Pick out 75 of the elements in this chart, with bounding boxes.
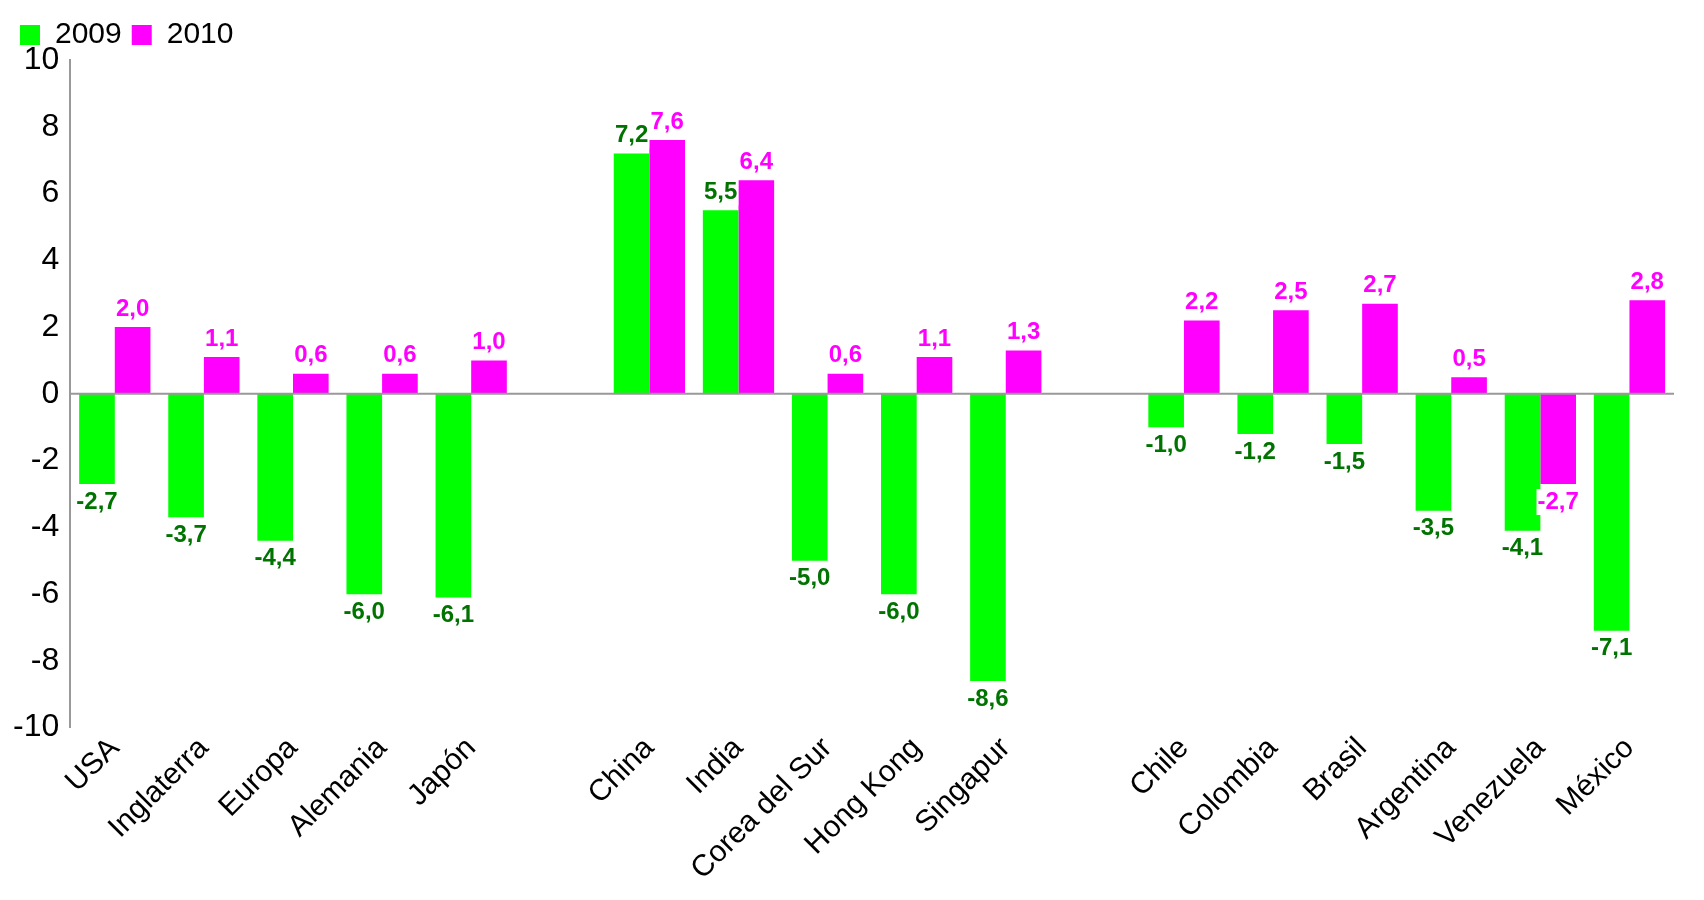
bar [1005,350,1042,394]
legend-label: 2010 [166,16,234,50]
bar [471,360,507,394]
y-tick-label: -4 [30,507,60,544]
data-label: -8,6 [967,683,1009,711]
data-label: 1,1 [917,323,952,351]
bar [613,153,650,394]
bar [382,373,418,394]
data-label: -2,7 [1537,486,1579,514]
data-label: 1,1 [205,323,239,351]
data-label: -6,1 [432,600,475,628]
bar [1148,393,1184,428]
bar [1273,310,1309,394]
y-tick-label: 2 [41,306,60,343]
bar [292,373,329,394]
data-label: 2,7 [1363,270,1397,298]
data-label: 5,5 [703,176,738,204]
data-label: -4,4 [254,543,297,571]
bar [881,393,917,595]
bar [738,180,775,394]
bar [114,327,151,394]
bar [791,393,828,561]
bar [1593,393,1630,631]
bar [79,393,115,484]
y-tick-label: -8 [30,640,60,677]
bar [1451,377,1487,394]
bar [203,357,240,394]
bar [1540,393,1576,484]
bar [1237,393,1274,434]
data-label: 2,2 [1185,287,1219,315]
data-label: 7,2 [614,120,649,148]
data-label: -2,7 [76,486,118,514]
data-label: -3,5 [1412,513,1455,541]
data-label: -6,0 [343,596,385,624]
data-label: -5,0 [789,563,831,591]
data-label: 0,6 [383,340,417,368]
data-label: -6,0 [878,596,920,624]
legend-label: 2009 [55,16,122,50]
data-label: 6,4 [739,146,774,174]
y-tick-label: 0 [41,373,60,410]
data-label: 2,8 [1630,266,1664,294]
data-label: 7,6 [650,106,684,134]
y-tick-label: 6 [41,173,60,210]
y-tick-label: -2 [30,440,60,477]
bar [435,393,472,598]
bar [1629,300,1666,394]
y-tick-label: 8 [41,106,60,143]
bar [1183,320,1220,394]
y-tick-label: -6 [30,573,60,610]
bar [168,393,204,518]
bar [1415,393,1452,511]
bar [827,373,864,394]
bar [702,210,739,394]
y-tick-label: -10 [13,707,60,744]
bar [649,140,686,394]
data-label: -7,1 [1590,633,1633,661]
data-label: -3,7 [165,519,207,547]
bar [916,357,953,394]
data-label: -1,0 [1145,429,1187,457]
bar [1326,393,1363,444]
data-label: 1,3 [1006,317,1041,345]
data-label: 2,0 [115,293,150,321]
data-label: 0,6 [294,340,328,368]
data-label: 2,5 [1274,277,1308,304]
bar [257,393,293,541]
data-label: 1,0 [472,327,506,355]
bar [970,393,1006,681]
data-label: 0,6 [828,340,863,368]
bar [1362,303,1398,394]
data-label: -1,2 [1234,436,1276,464]
y-tick-label: 4 [41,240,60,277]
data-label: 0,5 [1452,343,1486,371]
bar [346,393,383,595]
data-label: -1,5 [1323,446,1366,474]
data-label: -4,1 [1501,533,1544,561]
